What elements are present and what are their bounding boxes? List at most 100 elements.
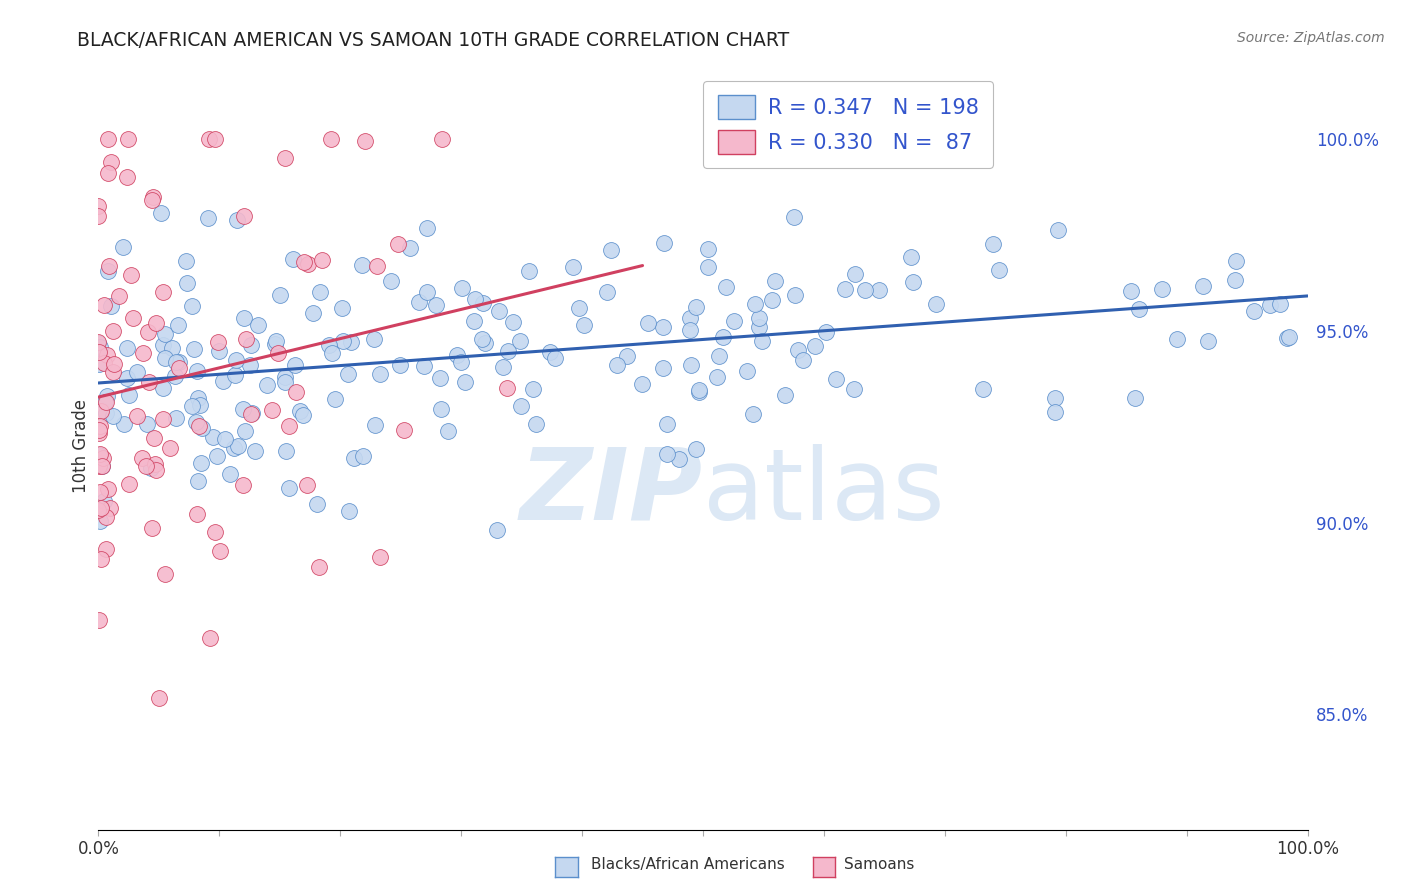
Point xyxy=(89,514,111,528)
Point xyxy=(118,388,141,402)
Point xyxy=(209,544,232,558)
Point xyxy=(748,310,770,325)
Point xyxy=(599,243,621,257)
Point xyxy=(274,370,297,384)
Point xyxy=(97,166,120,180)
Point xyxy=(167,318,190,333)
Point xyxy=(399,241,422,255)
Point xyxy=(297,478,319,492)
Point xyxy=(763,274,786,288)
Point xyxy=(1275,331,1298,345)
Point xyxy=(87,336,110,351)
Point xyxy=(274,444,297,458)
Point xyxy=(235,333,257,347)
Point xyxy=(89,419,111,434)
Point xyxy=(336,367,359,381)
Point xyxy=(94,394,117,409)
Text: Samoans: Samoans xyxy=(844,857,914,872)
Text: ZIP: ZIP xyxy=(520,443,703,541)
Point xyxy=(197,211,219,225)
Point xyxy=(429,371,451,385)
Point xyxy=(425,298,447,312)
Point xyxy=(844,267,866,281)
Point xyxy=(868,284,890,298)
Point xyxy=(186,507,208,521)
Point xyxy=(415,221,437,235)
Point xyxy=(281,252,304,267)
Point xyxy=(87,209,110,223)
Point xyxy=(233,425,256,439)
Point xyxy=(152,381,174,395)
Point xyxy=(681,358,703,372)
Point xyxy=(121,310,143,325)
Point xyxy=(100,299,122,313)
Point xyxy=(814,325,837,339)
Point xyxy=(464,292,486,306)
Point xyxy=(149,206,172,220)
Point xyxy=(463,313,485,327)
Point xyxy=(343,450,366,465)
Point xyxy=(842,382,865,396)
Point xyxy=(202,430,225,444)
Y-axis label: 10th Grade: 10th Grade xyxy=(72,399,90,493)
Point xyxy=(319,132,342,146)
Point xyxy=(474,335,496,350)
Point xyxy=(454,375,477,389)
Point xyxy=(741,407,763,421)
Point xyxy=(735,363,758,377)
Point xyxy=(292,409,315,423)
Point xyxy=(163,368,186,383)
Point xyxy=(239,358,262,372)
Point xyxy=(652,236,675,251)
Point xyxy=(87,357,110,371)
Point xyxy=(200,631,222,645)
Point xyxy=(165,410,187,425)
Point xyxy=(363,332,385,346)
Point xyxy=(524,417,547,431)
Point xyxy=(496,344,519,359)
Point xyxy=(89,446,111,460)
Point xyxy=(94,394,117,409)
Point xyxy=(159,441,181,455)
Point xyxy=(332,334,354,348)
Point xyxy=(176,277,198,291)
Point xyxy=(337,503,360,517)
Point xyxy=(186,363,208,377)
Point xyxy=(207,334,229,349)
Point xyxy=(595,285,617,300)
Point xyxy=(323,392,346,406)
Point xyxy=(305,497,328,511)
Point xyxy=(688,383,710,397)
Point xyxy=(101,365,124,379)
Point xyxy=(243,444,266,458)
Point xyxy=(187,475,209,489)
Point xyxy=(657,447,679,461)
Point xyxy=(96,542,118,557)
Point xyxy=(89,344,111,359)
Point xyxy=(155,351,177,366)
Point xyxy=(93,298,115,312)
Point xyxy=(225,353,247,368)
Point xyxy=(308,560,330,574)
Point xyxy=(510,400,533,414)
Point xyxy=(496,381,519,395)
Point xyxy=(413,359,436,374)
Point xyxy=(1166,332,1188,346)
Point xyxy=(208,344,231,359)
Point xyxy=(1243,304,1265,318)
Point xyxy=(91,450,114,465)
Point xyxy=(232,401,254,416)
Point xyxy=(138,376,160,390)
Point xyxy=(972,382,994,396)
Point xyxy=(91,458,114,473)
Point xyxy=(103,357,125,371)
Point xyxy=(1152,282,1174,296)
Point xyxy=(321,346,343,360)
Point xyxy=(723,313,745,327)
Point xyxy=(90,551,112,566)
Point xyxy=(1225,253,1247,268)
Point xyxy=(181,299,204,313)
Point xyxy=(706,369,728,384)
Point xyxy=(98,259,121,273)
Point xyxy=(284,384,307,399)
